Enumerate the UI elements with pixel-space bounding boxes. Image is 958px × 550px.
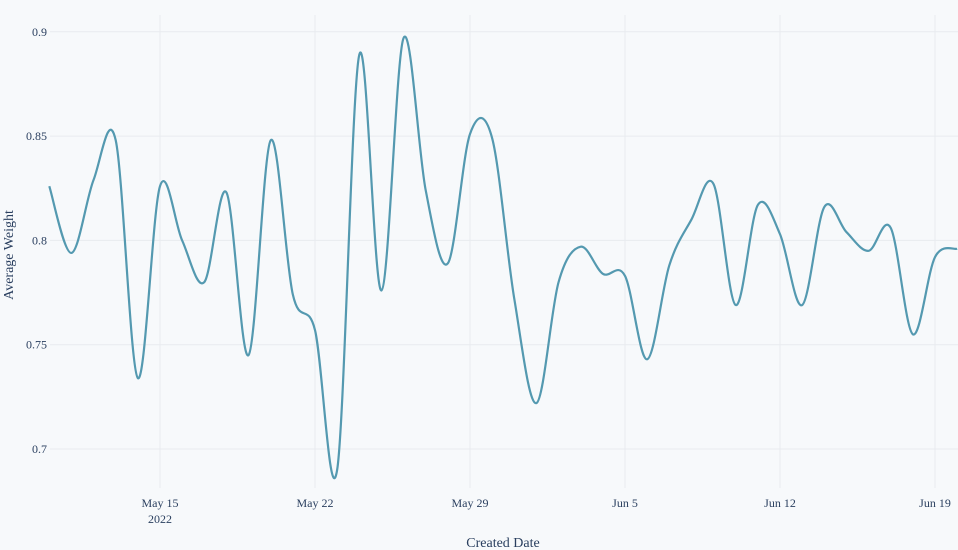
x-tick-label: May 22 — [297, 496, 334, 510]
x-axis-ticks: May 15 2022 May 22 May 29 Jun 5 Jun 12 Jun 19 — [142, 496, 951, 526]
y-tick-label: 0.7 — [32, 442, 47, 456]
y-tick-label: 0.8 — [32, 233, 47, 247]
y-tick-label: 0.85 — [26, 129, 47, 143]
x-axis-title: Created Date — [466, 536, 539, 550]
gridlines — [50, 15, 958, 488]
x-tick-label: May 15 — [142, 496, 179, 510]
x-tick-label: Jun 5 — [612, 496, 638, 510]
y-axis-ticks: 0.7 0.75 0.8 0.85 0.9 — [26, 25, 47, 456]
x-tick-label: Jun 19 — [919, 496, 951, 510]
y-axis-title: Average Weight — [2, 210, 17, 300]
y-tick-label: 0.9 — [32, 25, 47, 39]
data-line[interactable] — [48, 35, 958, 480]
x-tick-year: 2022 — [148, 512, 172, 526]
x-tick-label: Jun 12 — [764, 496, 796, 510]
y-tick-label: 0.75 — [26, 338, 47, 352]
x-tick-label: May 29 — [452, 496, 489, 510]
